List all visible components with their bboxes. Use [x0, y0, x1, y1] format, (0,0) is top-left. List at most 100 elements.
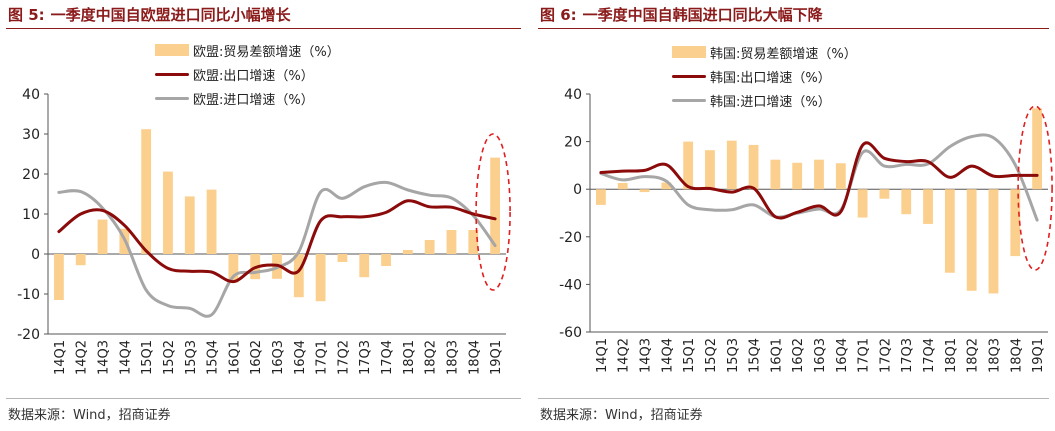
x-tick-label: 19Q1	[1031, 338, 1046, 373]
import-line	[599, 133, 1039, 222]
x-tick-label: 16Q1	[227, 340, 242, 375]
legend-swatch-export	[672, 74, 706, 78]
bar	[490, 157, 501, 254]
bar	[726, 140, 737, 190]
x-tick-label: 18Q4	[467, 340, 482, 375]
y-tick-label: 30	[22, 127, 40, 143]
x-tick-label: 15Q1	[140, 340, 155, 375]
x-tick-label: 19Q1	[489, 340, 504, 375]
source-note: 数据来源：Wind，招商证券	[540, 408, 703, 423]
figure-number: 图 6:	[540, 6, 577, 24]
x-tick-label: 18Q2	[966, 338, 981, 373]
bar	[1010, 189, 1021, 257]
legend-item-trade-balance: 欧盟:贸易差额增速（%）	[155, 38, 340, 62]
bar	[293, 254, 304, 298]
bar	[770, 159, 781, 190]
bar	[446, 230, 457, 254]
chart-plot-korea: -60 -40 -20 0 20 40 14Q1 14Q2 14Q3 14Q4 15Q1 15Q2 15…	[559, 87, 1053, 373]
bar	[75, 254, 86, 266]
footer-divider	[538, 398, 1049, 399]
x-tick-label: 14Q4	[660, 338, 675, 373]
legend-item-export: 韩国:出口增速（%）	[672, 64, 857, 88]
x-tick-label: 17Q4	[380, 340, 395, 375]
legend-label: 韩国:出口增速（%）	[710, 70, 831, 86]
bar	[184, 196, 195, 254]
title-divider	[538, 28, 1049, 29]
bar	[359, 254, 370, 278]
bar	[206, 189, 217, 254]
x-tick-label: 17Q2	[878, 338, 893, 373]
x-tick-label: 17Q3	[358, 340, 373, 375]
x-tick-label: 15Q2	[704, 338, 719, 373]
title-divider	[6, 28, 521, 29]
bar	[792, 162, 803, 190]
legend-swatch-export	[155, 72, 189, 76]
bar	[381, 254, 391, 266]
bar	[661, 182, 672, 190]
x-tick-label: 15Q3	[184, 340, 199, 375]
bar	[97, 219, 108, 254]
figure-title-text: 一季度中国自欧盟进口同比小幅增长	[50, 6, 291, 24]
x-tick-label: 16Q3	[271, 340, 286, 375]
bar	[705, 150, 715, 190]
legend-label: 欧盟:贸易差额增速（%）	[193, 44, 340, 60]
bar	[617, 183, 628, 190]
bar	[1032, 108, 1043, 190]
legend-label: 欧盟:出口增速（%）	[193, 68, 314, 84]
y-tick-label: 20	[22, 167, 40, 183]
x-tick-label: 14Q1	[53, 340, 68, 375]
export-line	[57, 199, 497, 284]
bar	[944, 189, 955, 273]
x-tick-label: 14Q4	[118, 340, 133, 375]
bar	[988, 189, 999, 294]
x-tick-label: 16Q4	[835, 338, 850, 373]
bar	[857, 189, 868, 218]
figure-number: 图 5:	[8, 6, 45, 24]
x-tick-label: 15Q4	[748, 338, 763, 373]
bar	[337, 254, 348, 262]
y-tick-label: -10	[17, 287, 40, 303]
source-note: 数据来源：Wind，招商证券	[8, 408, 171, 423]
y-tick-label: -60	[559, 325, 582, 341]
x-tick-label: 18Q3	[987, 338, 1002, 373]
highlight-ellipse	[475, 133, 511, 291]
bar	[814, 159, 824, 190]
x-tick-label: 14Q3	[97, 340, 112, 375]
highlight-ellipse	[1017, 105, 1053, 271]
x-tick-label: 16Q4	[293, 340, 308, 375]
legend-label: 欧盟:进口增速（%）	[193, 92, 314, 108]
x-tick-label: 18Q4	[1009, 338, 1024, 373]
x-tick-label: 15Q4	[206, 340, 221, 375]
y-tick-label: 10	[22, 207, 40, 223]
x-tick-label: 17Q1	[315, 340, 330, 375]
legend-item-import: 韩国:进口增速（%）	[672, 88, 857, 112]
bar	[424, 240, 435, 254]
export-line	[599, 141, 1039, 220]
legend-swatch-import	[672, 98, 706, 102]
chart-panel-eu: 图 5: 一季度中国自欧盟进口同比小幅增长 -20 -10 0 10 20 30 40 14Q1…	[0, 0, 527, 431]
x-tick-label: 14Q1	[595, 338, 610, 373]
bar	[639, 189, 650, 193]
legend-item-export: 欧盟:出口增速（%）	[155, 62, 340, 86]
legend: 韩国:贸易差额增速（%） 韩国:出口增速（%） 韩国:进口增速（%）	[672, 40, 857, 112]
bar	[683, 141, 694, 190]
bar	[315, 254, 326, 302]
bar	[595, 189, 606, 205]
x-tick-label: 17Q3	[900, 338, 915, 373]
bar	[228, 254, 239, 283]
chart-panel-korea: 图 6: 一季度中国自韩国进口同比大幅下降 -60 -40 -20 0 20 40 14Q1 1…	[532, 0, 1055, 431]
x-tick-label: 16Q1	[769, 338, 784, 373]
bar	[468, 230, 479, 254]
x-tick-label: 15Q1	[682, 338, 697, 373]
x-tick-label: 17Q2	[336, 340, 351, 375]
x-tick-label: 16Q2	[791, 338, 806, 373]
x-tick-label: 17Q1	[857, 338, 872, 373]
x-tick-label: 15Q3	[726, 338, 741, 373]
x-tick-label: 17Q4	[922, 338, 937, 373]
x-tick-label: 18Q2	[424, 340, 439, 375]
bar	[402, 250, 413, 254]
x-tick-label: 18Q1	[402, 340, 417, 375]
y-tick-label: -40	[559, 277, 582, 293]
bar	[163, 171, 173, 254]
x-tick-label: 14Q2	[617, 338, 632, 373]
